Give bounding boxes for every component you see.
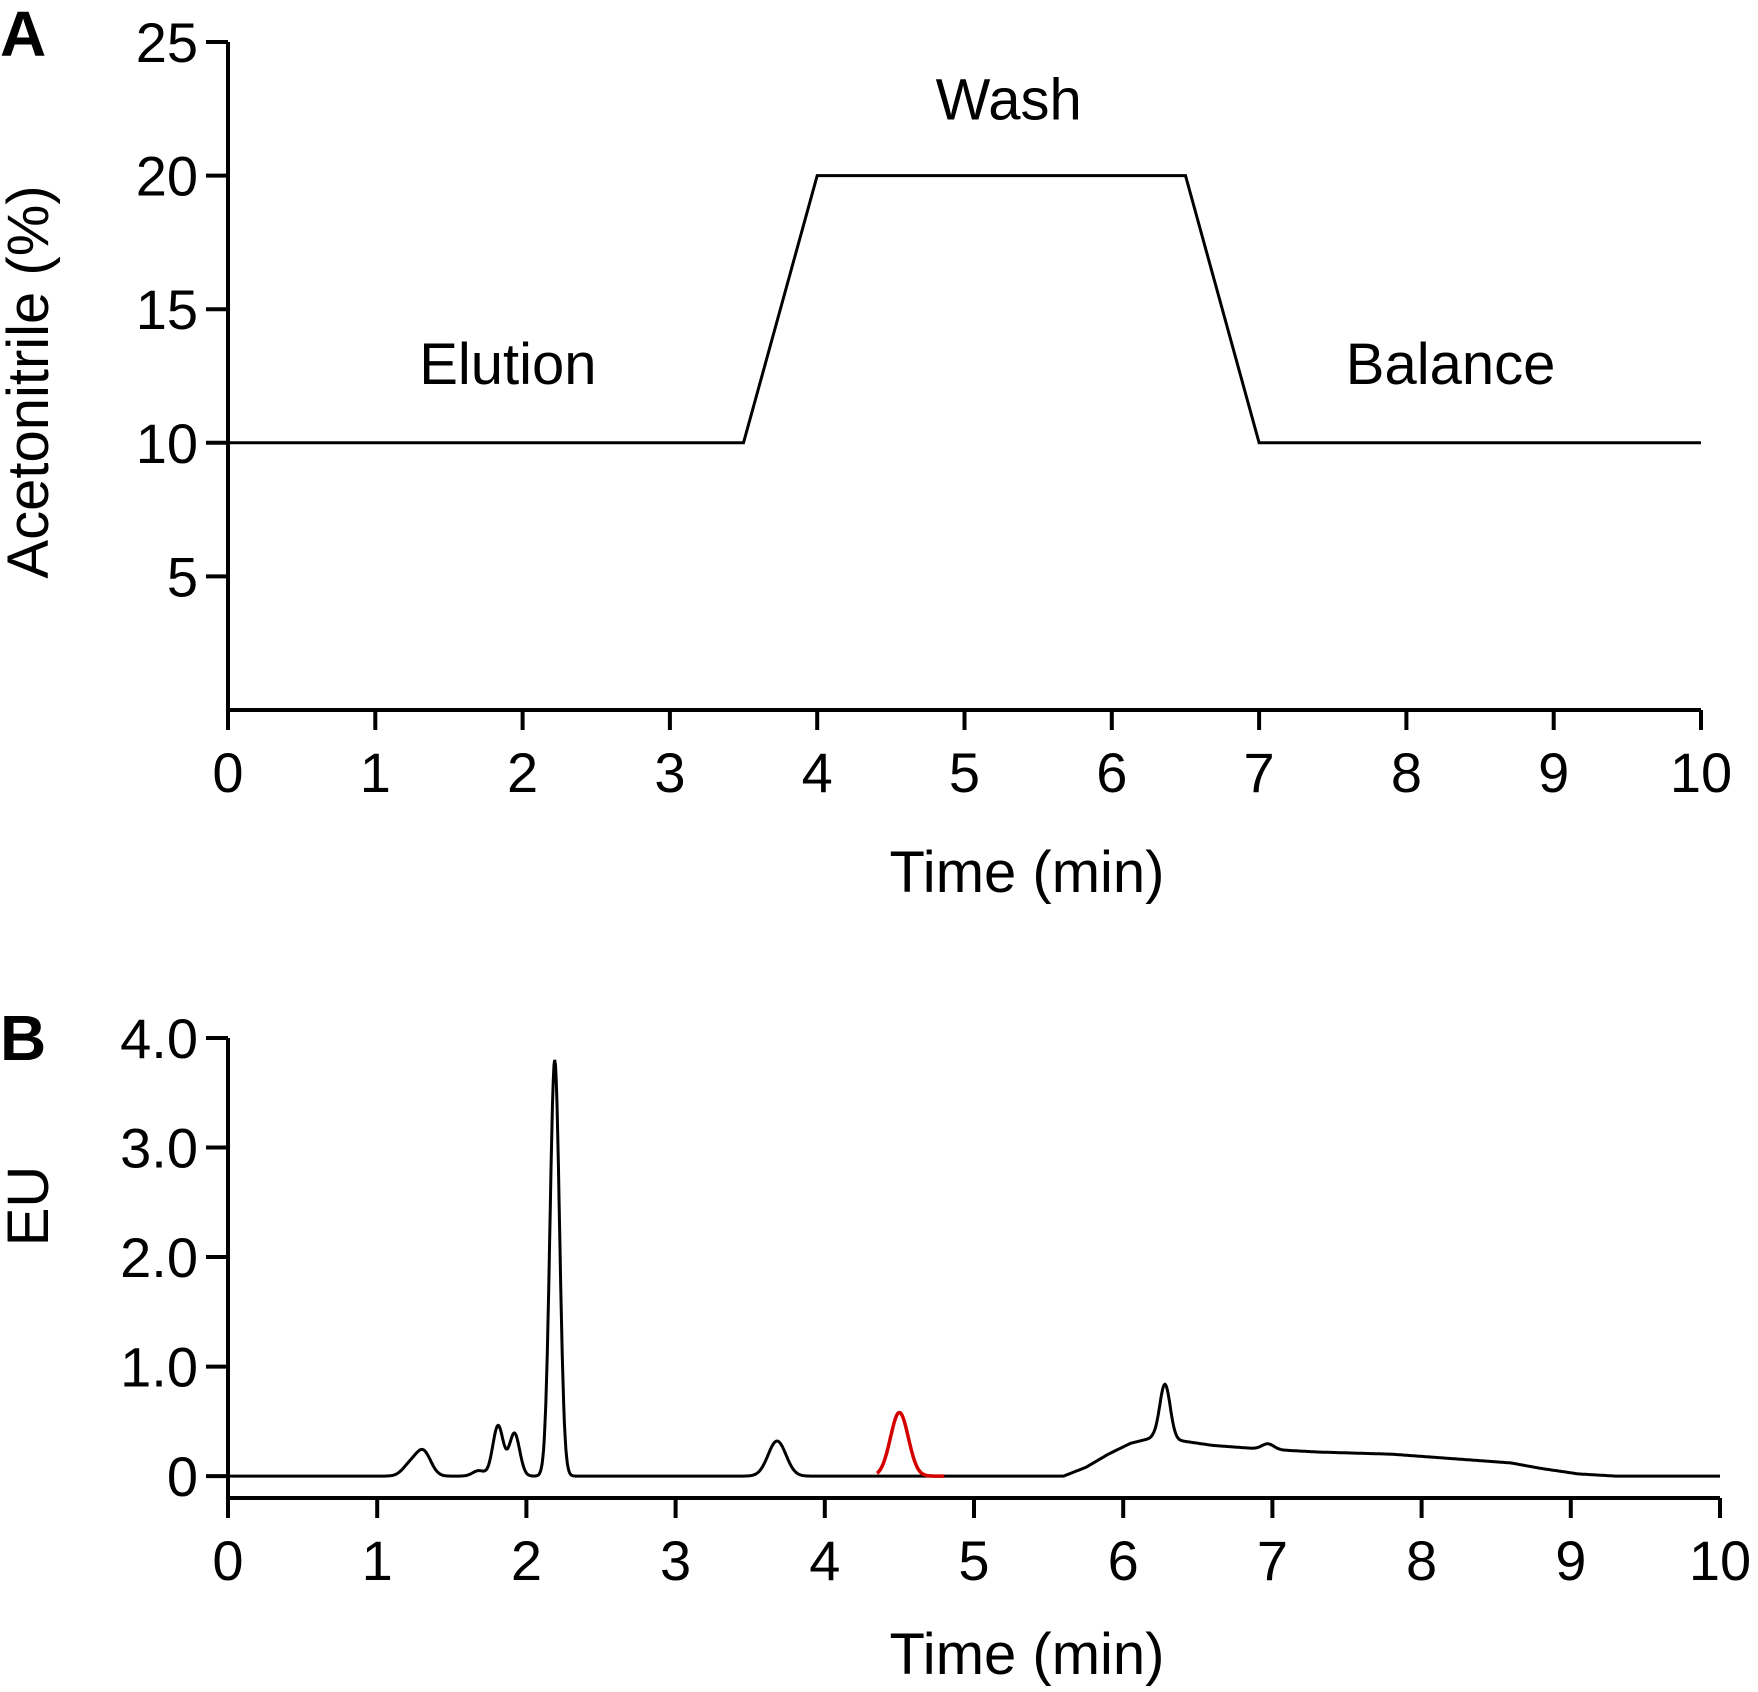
panel-a-letter: A [0, 0, 46, 70]
panel-a-x-tick-label: 4 [802, 741, 833, 804]
panel-a-x-tick-label: 5 [949, 741, 980, 804]
panel-a-phase-label: Elution [419, 332, 596, 397]
panel-a-x-tick-label: 10 [1670, 741, 1732, 804]
panel-a-x-tick-label: 7 [1244, 741, 1275, 804]
panel-a-y-tick-label: 5 [167, 545, 198, 608]
panel-b-x-tick-label: 8 [1406, 1529, 1437, 1592]
panel-a-phase-label: Wash [936, 67, 1082, 132]
panel-b-y-tick-label: 0 [167, 1445, 198, 1508]
panel-a-y-tick-label: 25 [136, 11, 198, 74]
panel-b-x-tick-label: 6 [1108, 1529, 1139, 1592]
panel-a-chart: A 0 1 2 3 4 5 6 7 8 9 10 5 10 15 20 25 Elution Wash Balan… [0, 0, 1732, 905]
panel-b-x-tick-label: 5 [958, 1529, 989, 1592]
panel-b-axes [226, 1038, 1720, 1500]
panel-b-y-tick-label: 4.0 [120, 1007, 198, 1070]
panel-b-x-tick-label: 3 [660, 1529, 691, 1592]
panel-b-chromatogram-trace [228, 1059, 1720, 1478]
panel-a-y-tick-label: 20 [136, 145, 198, 208]
panel-a-x-tick-label: 8 [1391, 741, 1422, 804]
panel-b-x-axis-title: Time (min) [890, 1622, 1165, 1687]
panel-b-letter: B [0, 1002, 46, 1074]
panel-b-y-tick-label: 2.0 [120, 1226, 198, 1289]
panel-a-phase-label: Balance [1346, 332, 1556, 397]
panel-a-y-tick-label: 10 [136, 412, 198, 475]
panel-b-x-tick-label: 0 [212, 1529, 243, 1592]
panel-b-y-axis-title: EU [0, 1166, 61, 1247]
panel-b-x-tick-label: 1 [362, 1529, 393, 1592]
panel-a-x-tick-label: 1 [360, 741, 391, 804]
panel-a-y-axis-title: Acetonitrile (%) [0, 185, 61, 578]
panel-a-x-tick-label: 3 [654, 741, 685, 804]
panel-b-y-tick-label: 1.0 [120, 1336, 198, 1399]
panel-b-x-tick-label: 4 [809, 1529, 840, 1592]
panel-a-x-tick-label: 0 [212, 741, 243, 804]
panel-a-x-tick-label: 9 [1538, 741, 1569, 804]
panel-a-x-tick-label: 6 [1096, 741, 1127, 804]
panel-a-y-tick-label: 15 [136, 278, 198, 341]
panel-a-x-axis-title: Time (min) [890, 840, 1165, 905]
panel-b-chart: B 0 1 2 3 4 5 6 7 8 9 10 0 1.0 2.0 3.0 4.0 Time (min) E… [0, 1002, 1751, 1687]
panel-a-x-tick-label: 2 [507, 741, 538, 804]
panel-a-gradient-line [228, 174, 1701, 445]
panel-b-x-tick-label: 10 [1689, 1529, 1751, 1592]
panel-b-target-peak-trace [875, 1410, 945, 1478]
panel-b-y-tick-label: 3.0 [120, 1117, 198, 1180]
panel-b-x-tick-label: 7 [1257, 1529, 1288, 1592]
panel-b-x-tick-label: 2 [511, 1529, 542, 1592]
panel-b-x-tick-label: 9 [1555, 1529, 1586, 1592]
